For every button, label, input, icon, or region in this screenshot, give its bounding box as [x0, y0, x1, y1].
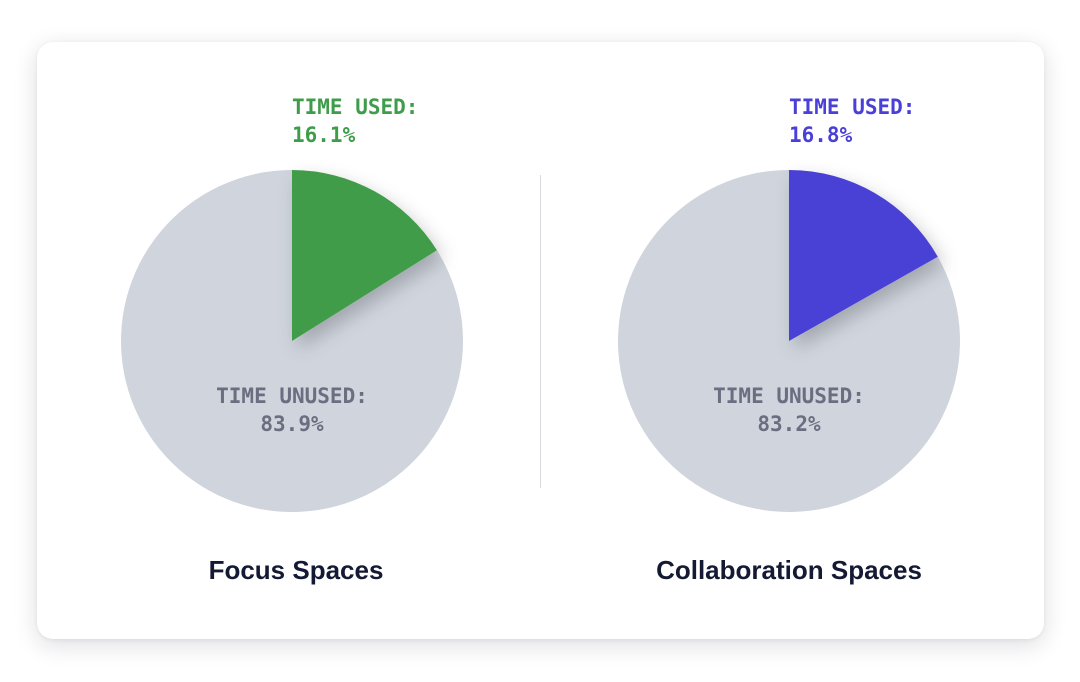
unused-label: TIME UNUSED: [713, 384, 865, 408]
pie-slice-used [789, 169, 938, 341]
chart-divider [540, 175, 541, 488]
unused-value: 83.9% [260, 412, 324, 436]
chart-title: Collaboration Spaces [656, 555, 922, 585]
pie-slice-unused [618, 170, 961, 512]
unused-value: 83.2% [757, 412, 821, 436]
used-label: TIME USED: [789, 95, 915, 119]
chart-title: Focus Spaces [209, 555, 384, 585]
used-value: 16.8% [789, 123, 853, 147]
pie-slice-unused [120, 170, 463, 512]
pie-focus-spaces: TIME USED: 16.1% TIME UNUSED: 83.9% Focu… [120, 95, 463, 585]
unused-label: TIME UNUSED: [216, 384, 368, 408]
pie-slice-used [292, 170, 437, 341]
used-label: TIME USED: [292, 95, 418, 119]
pie-collaboration-spaces: TIME USED: 16.8% TIME UNUSED: 83.2% Coll… [618, 95, 961, 585]
used-value: 16.1% [292, 123, 356, 147]
